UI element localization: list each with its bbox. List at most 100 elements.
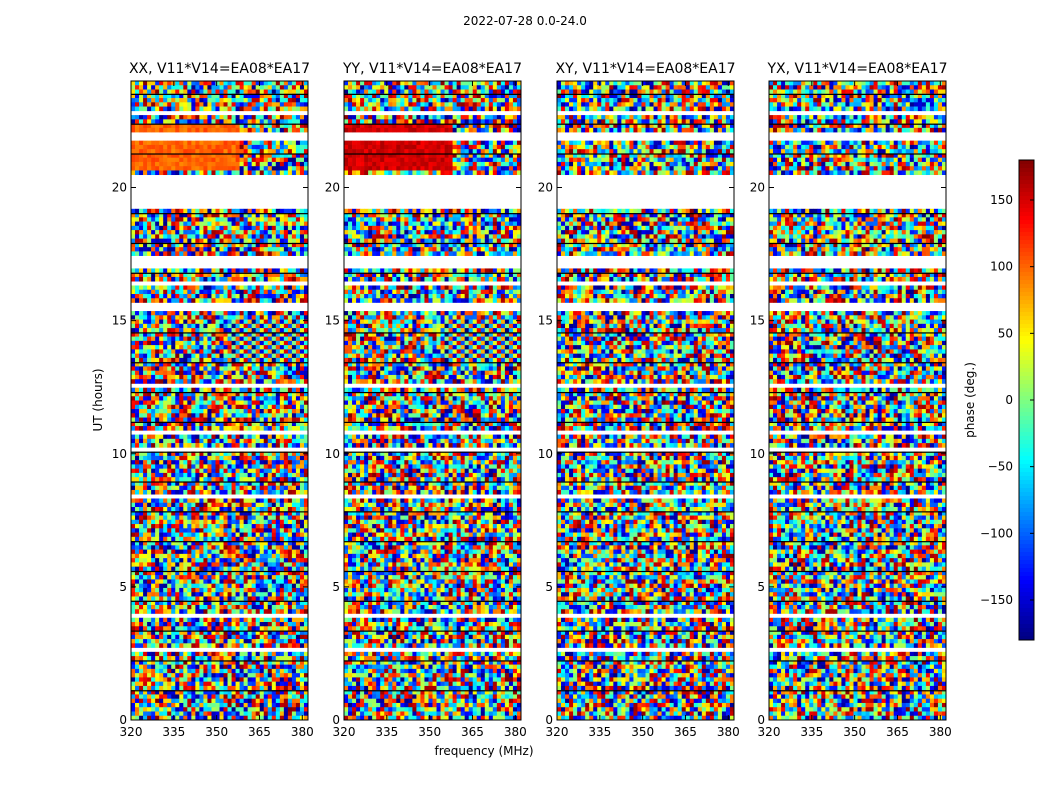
colorbar-segment <box>1019 548 1034 553</box>
colorbar-segment <box>1019 456 1034 461</box>
colorbar-segment <box>1019 224 1034 229</box>
colorbar-label: phase (deg.) <box>963 362 977 438</box>
colorbar-segment <box>1019 164 1034 169</box>
colorbar-segment <box>1019 512 1034 517</box>
colorbar-segment <box>1019 180 1034 185</box>
colorbar-segment <box>1019 448 1034 453</box>
panels-group: XX, V11*V14=EA08*EA17 320 335 350 365 380 0 5 10… <box>112 61 952 739</box>
colorbar-segment <box>1019 624 1034 629</box>
phase-heatmap <box>769 81 946 720</box>
colorbar-tick-label: 50 <box>998 326 1013 340</box>
y-tick-label: 5 <box>757 580 765 594</box>
colorbar-segment <box>1019 172 1034 177</box>
y-tick-label: 20 <box>325 181 340 195</box>
colorbar: 150 100 50 0 −50 −100 −150 <box>980 159 1035 641</box>
y-tick-label: 5 <box>119 580 127 594</box>
x-tick-label: 350 <box>631 725 654 739</box>
colorbar-segment <box>1019 592 1034 597</box>
colorbar-segment <box>1019 400 1034 405</box>
colorbar-segment <box>1019 372 1034 377</box>
x-tick-label: 380 <box>929 725 952 739</box>
colorbar-segment <box>1019 220 1034 225</box>
x-tick-label: 350 <box>843 725 866 739</box>
x-tick-label: 365 <box>674 725 697 739</box>
colorbar-segment <box>1019 352 1034 357</box>
y-tick-label: 10 <box>325 447 340 461</box>
colorbar-segment <box>1019 524 1034 529</box>
colorbar-segment <box>1019 200 1034 205</box>
colorbar-segment <box>1019 188 1034 193</box>
colorbar-tick-label: −100 <box>980 526 1013 540</box>
colorbar-segment <box>1019 304 1034 309</box>
x-axis-label: frequency (MHz) <box>434 744 533 758</box>
phase-heatmap <box>344 81 521 720</box>
colorbar-segment <box>1019 192 1034 197</box>
colorbar-segment <box>1019 252 1034 257</box>
colorbar-segment <box>1019 416 1034 421</box>
colorbar-segment <box>1019 492 1034 497</box>
colorbar-segment <box>1019 260 1034 265</box>
colorbar-segment <box>1019 420 1034 425</box>
x-tick-label: 350 <box>205 725 228 739</box>
phase-heatmap <box>131 81 308 720</box>
panel-title: YY, V11*V14=EA08*EA17 <box>342 61 522 77</box>
colorbar-segment <box>1019 520 1034 525</box>
y-tick-label: 0 <box>119 713 127 727</box>
x-tick-label: 335 <box>588 725 611 739</box>
colorbar-segment <box>1019 356 1034 361</box>
panel-frame <box>768 80 947 721</box>
colorbar-segment <box>1019 432 1034 437</box>
colorbar-segment <box>1019 584 1034 589</box>
colorbar-segment <box>1019 572 1034 577</box>
colorbar-segment <box>1019 536 1034 541</box>
colorbar-segment <box>1019 604 1034 609</box>
colorbar-segment <box>1019 484 1034 489</box>
colorbar-segment <box>1019 292 1034 297</box>
colorbar-segment <box>1019 232 1034 237</box>
colorbar-segment <box>1019 408 1034 413</box>
x-tick-label: 380 <box>717 725 740 739</box>
colorbar-segment <box>1019 608 1034 613</box>
y-tick-label: 15 <box>325 314 340 328</box>
colorbar-segment <box>1019 336 1034 341</box>
colorbar-segment <box>1019 636 1034 641</box>
colorbar-segment <box>1019 376 1034 381</box>
colorbar-segment <box>1019 500 1034 505</box>
colorbar-segment <box>1019 284 1034 289</box>
colorbar-segment <box>1019 460 1034 465</box>
colorbar-segment <box>1019 564 1034 569</box>
colorbar-segment <box>1019 396 1034 401</box>
x-tick-label: 365 <box>461 725 484 739</box>
colorbar-segment <box>1019 496 1034 501</box>
x-tick-label: 335 <box>800 725 823 739</box>
colorbar-segment <box>1019 364 1034 369</box>
colorbar-segment <box>1019 228 1034 233</box>
colorbar-segment <box>1019 552 1034 557</box>
colorbar-segment <box>1019 320 1034 325</box>
colorbar-segment <box>1019 528 1034 533</box>
colorbar-segment <box>1019 620 1034 625</box>
y-tick-label: 15 <box>538 314 553 328</box>
colorbar-segment <box>1019 204 1034 209</box>
colorbar-segment <box>1019 580 1034 585</box>
y-tick-label: 5 <box>332 580 340 594</box>
colorbar-segment <box>1019 436 1034 441</box>
colorbar-segment <box>1019 300 1034 305</box>
panel-4: YX, V11*V14=EA08*EA17 320 335 350 365 380 0 5 10… <box>750 61 952 739</box>
y-tick-label: 15 <box>750 314 765 328</box>
colorbar-segment <box>1019 168 1034 173</box>
colorbar-segment <box>1019 256 1034 261</box>
colorbar-segment <box>1019 280 1034 285</box>
y-tick-label: 10 <box>538 447 553 461</box>
colorbar-segment <box>1019 176 1034 181</box>
colorbar-segment <box>1019 428 1034 433</box>
colorbar-tick-label: 150 <box>990 193 1013 207</box>
colorbar-segment <box>1019 324 1034 329</box>
colorbar-segment <box>1019 276 1034 281</box>
colorbar-segment <box>1019 384 1034 389</box>
colorbar-segment <box>1019 424 1034 429</box>
y-tick-label: 0 <box>545 713 553 727</box>
colorbar-segment <box>1019 444 1034 449</box>
colorbar-segment <box>1019 404 1034 409</box>
